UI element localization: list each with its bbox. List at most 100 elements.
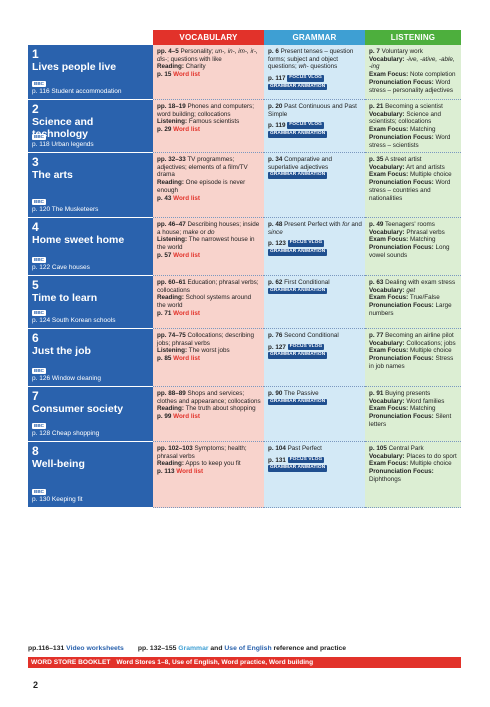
- word-list-page: p. 57: [157, 251, 172, 259]
- focus-vlog-badge[interactable]: FOCUS VLOG: [287, 122, 324, 129]
- word-list-link[interactable]: Word list: [171, 251, 200, 259]
- bbc-icon: BBC: [32, 310, 46, 316]
- unit-cell[interactable]: 8 Well-being BBC p. 130 Keeping fit: [28, 442, 153, 508]
- pronunciation-label: Pronunciation Focus:: [369, 413, 434, 421]
- unit-cell[interactable]: 4 Home sweet home BBC p. 122 Cave houses: [28, 218, 153, 276]
- focus-vlog-badge[interactable]: FOCUS VLOG: [287, 240, 325, 247]
- grammar-animation-badge[interactable]: GRAMMAR ANIMATION: [268, 83, 328, 91]
- grammar-animation-row: GRAMMAR ANIMATION: [268, 249, 362, 257]
- exam-focus: Multiple choice: [408, 171, 452, 179]
- vocab-topics: Shops and services; clothes and appearan…: [157, 390, 261, 405]
- grammar-topic: Past Perfect: [285, 445, 322, 452]
- unit-cell[interactable]: 6 Just the job BBC p. 126 Window cleaning: [28, 329, 153, 387]
- listening-vocab-italic: -ive, -ative, -able, -ing: [369, 55, 455, 71]
- listening-pages: p. 35: [369, 156, 384, 163]
- grammar-animation-badge[interactable]: GRAMMAR ANIMATION: [268, 249, 328, 256]
- grammar-cell: p. 62 First Conditional GRAMMAR ANIMATION: [264, 276, 365, 329]
- word-list-page: p. 113: [157, 468, 175, 476]
- unit-cell[interactable]: 3 The arts BBC p. 120 The Musketeers: [28, 153, 153, 218]
- listening-vocab-label: Vocabulary:: [369, 397, 405, 405]
- unit-title: Lives people live: [32, 60, 117, 73]
- grammar-animation-row: GRAMMAR ANIMATION: [268, 398, 362, 407]
- video-link[interactable]: BBC p. 128 Cheap shopping: [32, 422, 99, 438]
- unit-title: Well-being: [32, 457, 85, 470]
- word-list-page: p. 99: [157, 413, 172, 421]
- vocabulary-cell: pp. 88–89 Shops and services; clothes an…: [153, 387, 264, 442]
- grammar-topic: First Conditional: [282, 279, 330, 286]
- listening-vocab: Word families: [404, 397, 445, 405]
- grammar-animation-badge[interactable]: GRAMMAR ANIMATION: [268, 172, 328, 179]
- video-link[interactable]: BBC p. 118 Urban legends: [32, 133, 94, 149]
- grammar-animation-badge[interactable]: GRAMMAR ANIMATION: [268, 352, 328, 359]
- focus-vlog-row: p. 119 FOCUS VLOG: [268, 122, 362, 130]
- grammar-pages: p. 20: [268, 103, 283, 110]
- pronunciation-focus: Silent letters: [369, 413, 452, 428]
- reference-pages[interactable]: pp. 132–155: [137, 645, 177, 652]
- vocab-pages: pp. 4–5: [157, 48, 179, 55]
- video-worksheets-label[interactable]: Video worksheets: [64, 645, 124, 652]
- grammar-cell: p. 76 Second Conditional p. 127 FOCUS VLO…: [264, 329, 365, 387]
- vocab-pages: pp. 74–75: [157, 332, 186, 339]
- video-page: p. 118 Urban legends: [32, 141, 94, 148]
- video-page: p. 126 Window cleaning: [32, 375, 102, 382]
- video-link[interactable]: BBC p. 122 Cave houses: [32, 256, 90, 272]
- grammar-animation-badge[interactable]: GRAMMAR ANIMATION: [268, 131, 328, 138]
- unit-number: 6: [32, 331, 39, 345]
- video-link[interactable]: BBC p. 120 The Musketeers: [32, 198, 98, 214]
- listening-topic: Buying presents: [383, 390, 431, 397]
- pronunciation-focus: Word stress – countries and nationalitie…: [369, 179, 451, 202]
- unit-title: Just the job: [32, 344, 91, 357]
- video-link[interactable]: BBC p. 124 South Korean schools: [32, 309, 115, 325]
- exam-focus-label: Exam Focus:: [369, 71, 409, 79]
- word-store-text: Word Stores 1–8, Use of English, Word pr…: [116, 659, 314, 666]
- grammar-pages: p. 104: [268, 445, 286, 452]
- video-link[interactable]: BBC p. 126 Window cleaning: [32, 367, 101, 383]
- unit-title: The arts: [32, 168, 73, 181]
- exam-focus-label: Exam Focus:: [369, 126, 409, 134]
- word-list-link[interactable]: Word list: [171, 309, 200, 317]
- word-list-link[interactable]: Word list: [171, 71, 200, 79]
- vlog-page: p. 131: [268, 456, 286, 464]
- word-list-link[interactable]: Word list: [171, 413, 200, 421]
- grammar-animation-badge[interactable]: GRAMMAR ANIMATION: [268, 287, 328, 295]
- grammar-pages: p. 34: [268, 156, 283, 163]
- exam-focus-label: Exam Focus:: [369, 347, 409, 355]
- unit-cell[interactable]: 7 Consumer society BBC p. 128 Cheap shoppin…: [28, 387, 153, 442]
- vocab-topics-cont: or: [198, 228, 208, 236]
- focus-vlog-badge[interactable]: FOCUS VLOG: [287, 343, 325, 351]
- grammar-animation-badge[interactable]: GRAMMAR ANIMATION: [268, 465, 328, 472]
- word-store-bar[interactable]: WORD STORE BOOKLET Word Stores 1–8, Use …: [28, 657, 461, 668]
- video-link[interactable]: BBC p. 116 Student accommodation: [32, 80, 122, 96]
- video-pages[interactable]: pp.116–131: [28, 645, 65, 652]
- vocab-topics: Collocations; describing jobs; phrasal v…: [157, 332, 254, 347]
- unit-cell[interactable]: 5 Time to learn BBC p. 124 South Korean sch…: [28, 276, 153, 329]
- listening-vocab: Art and artists: [404, 163, 445, 171]
- listening-vocab-italic: get: [406, 286, 416, 294]
- word-list-page: p. 85: [157, 355, 172, 363]
- exam-focus-label: Exam Focus:: [369, 236, 409, 244]
- video-link[interactable]: BBC p. 130 Keeping fit: [32, 488, 83, 504]
- unit-cell[interactable]: 2 Science and technology BBC p. 118 Urban l…: [28, 100, 153, 153]
- listening-vocab: Places to do sport: [404, 452, 457, 460]
- vocab-pages: pp. 46–47: [157, 221, 186, 228]
- word-list-link[interactable]: Word list: [174, 468, 204, 476]
- grammar-animation-badge[interactable]: GRAMMAR ANIMATION: [268, 398, 328, 406]
- focus-vlog-badge[interactable]: FOCUS VLOG: [287, 456, 325, 464]
- word-list-link[interactable]: Word list: [171, 355, 200, 363]
- listening-vocab-label: Vocabulary:: [369, 110, 405, 118]
- grammar-topic: Present tenses – question forms; subject…: [268, 48, 354, 71]
- bbc-icon: BBC: [32, 81, 46, 87]
- video-page: p. 120 The Musketeers: [32, 206, 99, 213]
- listening-topic: Becoming a scientist: [383, 103, 443, 110]
- unit-number: 2: [32, 102, 39, 116]
- vlog-page: p. 127: [268, 343, 286, 351]
- listening-cell: p. 91 Buying presents Vocabulary: Word fa…: [365, 387, 461, 442]
- word-list-link[interactable]: Word list: [171, 194, 200, 202]
- listening-vocab: Phrasal verbs: [404, 228, 445, 236]
- grammar-animation-row: GRAMMAR ANIMATION: [268, 83, 362, 92]
- word-list-link[interactable]: Word list: [171, 126, 200, 134]
- grammar-topic-cont: and: [349, 221, 362, 228]
- focus-vlog-badge[interactable]: FOCUS VLOG: [287, 75, 324, 82]
- listening-vocab-label: Vocabulary:: [369, 55, 405, 63]
- unit-cell[interactable]: 1 Lives people live BBC p. 116 Student acco…: [28, 45, 153, 100]
